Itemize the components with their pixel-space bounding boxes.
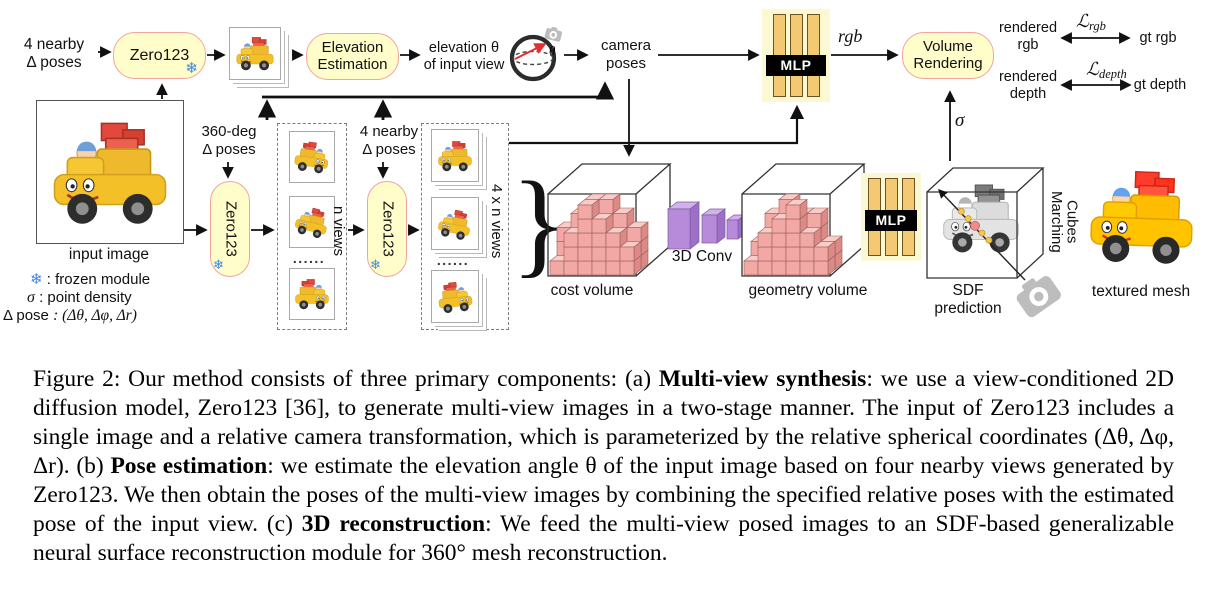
zero123-1-label: Zero123: [222, 201, 240, 257]
legend-point-density: σ : point density: [27, 289, 132, 307]
zero123-module-2: Zero123 ❄: [367, 181, 407, 277]
legend-frozen-text: : frozen module: [46, 271, 151, 288]
label-input-image: input image: [68, 246, 150, 263]
truck-view-image: [434, 204, 476, 243]
line-views-to-mlp: [509, 104, 805, 145]
label-sdf-prediction: SDF prediction: [934, 282, 1002, 317]
sigma-icon: σ: [27, 289, 35, 306]
zero123-top-label: Zero123: [129, 46, 190, 64]
mlp-mid-label: MLP: [865, 210, 917, 231]
label-4-nearby-poses-mid: 4 nearby Δ poses: [359, 123, 419, 158]
elevation-sphere-icon: θ: [509, 27, 563, 82]
snowflake-icon: ❄: [30, 271, 43, 288]
frozen-snowflake-icon: ❄: [185, 60, 198, 77]
volume-rendering-label: Volume Rendering: [913, 37, 983, 72]
input-truck-image: [46, 119, 174, 226]
truck-view-image: [291, 202, 334, 242]
view-frame: [289, 196, 335, 248]
label-rendered-depth: rendered depth: [998, 69, 1058, 103]
label-4-nearby-poses-left: 4 nearby Δ poses: [23, 36, 85, 72]
line-poses-bus: [262, 81, 615, 100]
truck-view-image: [291, 139, 333, 176]
connector-arrows: [98, 32, 1132, 236]
label-marching-cubes: Marching Cubes: [1047, 191, 1081, 253]
legend-pose-text: : (Δθ, Δφ, Δr): [53, 307, 137, 324]
sdf-prediction-cube: [926, 167, 1045, 281]
label-gt-rgb: gt rgb: [1139, 30, 1177, 46]
input-image: [36, 100, 184, 244]
label-n-views: n views: [329, 205, 347, 257]
frozen-snowflake-icon: ❄: [369, 258, 384, 273]
label-360deg-poses: 360-deg Δ poses: [201, 123, 257, 158]
n-views-panel: [277, 123, 347, 330]
label-3d-conv: 3D Conv: [671, 248, 733, 265]
legend-delta-pose: Δ pose : (Δθ, Δφ, Δr): [3, 307, 137, 325]
label-textured-mesh: textured mesh: [1091, 283, 1191, 300]
view-stack: [431, 270, 479, 323]
zero123-2-label: Zero123: [379, 201, 397, 257]
cost-volume: [547, 163, 672, 277]
delta-pose-term: Δ pose: [3, 307, 49, 324]
conv3d-blocks: [666, 201, 742, 250]
mlp-block-top: MLP: [762, 9, 830, 102]
legend-density-text: : point density: [39, 289, 132, 306]
label-gt-depth: gt depth: [1133, 77, 1187, 93]
label-cost-volume: cost volume: [550, 282, 634, 299]
elevation-estimation-module: Elevation Estimation: [306, 33, 399, 80]
nearby-views-stack-top: [229, 27, 281, 80]
view-stack: [431, 197, 479, 250]
volume-rendering-module: Volume Rendering: [902, 32, 994, 79]
label-sigma: σ: [955, 110, 965, 131]
label-elevation-of-input-view: elevation θ of input view: [423, 40, 505, 74]
elevation-estimation-label: Elevation Estimation: [317, 38, 388, 73]
mlp-block-mid: MLP: [861, 173, 921, 261]
ellipsis-dots: ......: [292, 250, 326, 266]
zero123-module-1: Zero123 ❄: [210, 181, 250, 277]
label-rendered-rgb: rendered rgb: [998, 20, 1058, 54]
truck-view-image: [436, 140, 474, 172]
loss-depth-label: ℒdepth: [1086, 59, 1127, 81]
label-camera-poses: camera poses: [600, 37, 652, 72]
textured-mesh: [1084, 168, 1200, 265]
loss-rgb-label: ℒrgb: [1076, 11, 1106, 33]
view-frame: [289, 131, 335, 183]
four-n-views-panel: [421, 123, 509, 330]
frozen-snowflake-icon: ❄: [212, 258, 227, 273]
mlp-top-label: MLP: [766, 55, 826, 76]
truck-view-image: [293, 278, 331, 310]
truck-view-image: [434, 279, 475, 315]
textured-truck-image: [1082, 166, 1201, 267]
label-geometry-volume: geometry volume: [748, 282, 868, 299]
zero123-module-top: Zero123 ❄: [113, 32, 206, 79]
legend-frozen-module: ❄ : frozen module: [30, 271, 150, 288]
label-rgb: rgb: [838, 26, 863, 46]
view-stack: [431, 129, 479, 182]
theta-on-sphere: θ: [549, 43, 556, 58]
geometry-volume: [741, 163, 866, 277]
truck-view-image: [234, 36, 276, 71]
figure-caption: Figure 2: Our method consists of three p…: [33, 365, 1175, 566]
ellipsis-dots: ......: [436, 252, 470, 268]
view-frame: [289, 268, 335, 320]
label-4-x-n-views: 4 x n views: [487, 183, 505, 259]
